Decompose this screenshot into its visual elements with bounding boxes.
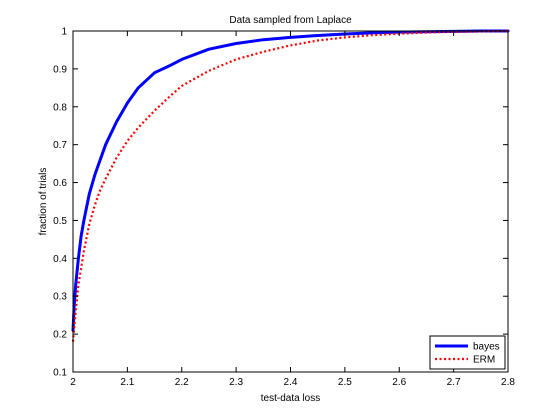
y-tick-label: 0.7 [53, 140, 67, 151]
x-tick-label: 2.7 [447, 377, 461, 388]
x-tick-label: 2.8 [501, 377, 515, 388]
x-tick-label: 2.1 [120, 377, 134, 388]
series-line-erm [71, 29, 509, 342]
y-axis: 0.1 0.2 0.3 0.4 0.5 0.6 0.7 0.8 0.9 1 [53, 27, 508, 379]
x-tick-label: 2.3 [229, 377, 243, 388]
legend: bayes ERM [429, 335, 506, 370]
x-axis-title: test-data loss [261, 393, 320, 404]
y-tick-label: 0.4 [53, 254, 67, 265]
x-tick-label: 2.6 [392, 377, 406, 388]
y-tick-label: 0.6 [53, 178, 67, 189]
y-tick-label: 0.8 [53, 102, 67, 113]
y-axis-title: fraction of trials [38, 168, 49, 236]
y-tick-label: 0.2 [53, 330, 67, 341]
x-tick-label: 2.4 [284, 377, 298, 388]
series-layer [71, 29, 510, 342]
y-tick-label: 1 [61, 27, 67, 38]
y-tick-label: 0.5 [53, 216, 67, 227]
chart-title: Data sampled from Laplace [229, 15, 352, 26]
x-tick-label: 2 [70, 377, 76, 388]
x-tick-label: 2.5 [338, 377, 352, 388]
series-line-bayes [71, 29, 510, 332]
y-tick-label: 0.3 [53, 292, 67, 303]
y-tick-label: 0.1 [53, 368, 67, 379]
legend-label-erm: ERM [473, 355, 495, 366]
y-tick-label: 0.9 [53, 64, 67, 75]
legend-box [429, 335, 506, 370]
legend-label-bayes: bayes [473, 342, 500, 353]
x-tick-label: 2.2 [175, 377, 189, 388]
